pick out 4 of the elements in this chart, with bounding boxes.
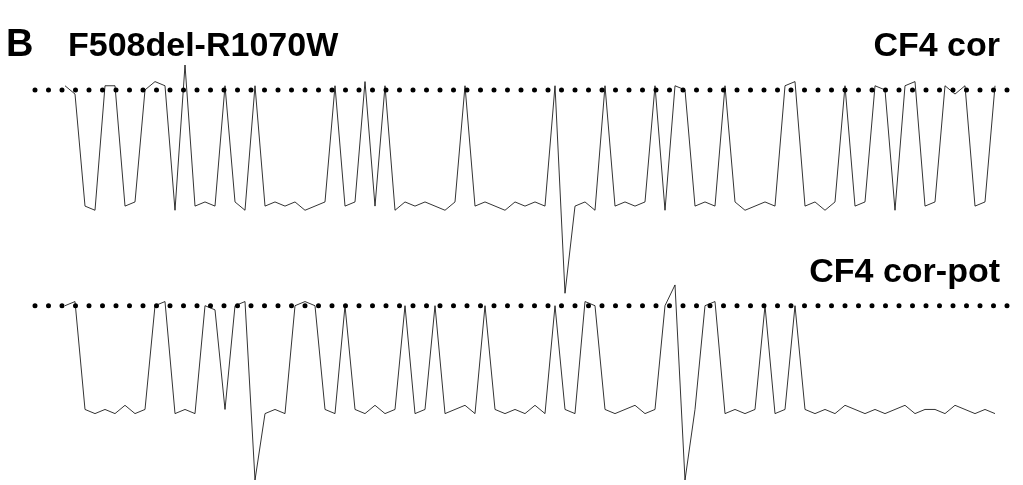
chart-title: F508del-R1070W [68,25,340,63]
text: B [6,22,34,64]
series-label: CF4 cor [873,25,1000,63]
series-label: CF4 cor-pot [809,251,1000,289]
